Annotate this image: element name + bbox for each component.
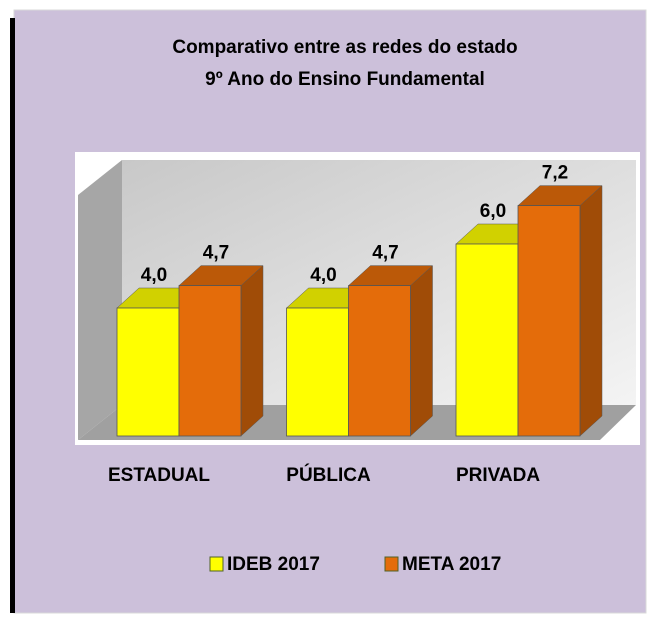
chart-subtitle: 9º Ano do Ensino Fundamental [205, 69, 485, 90]
bar [517, 205, 581, 437]
chart-title: Comparativo entre as redes do estado [172, 37, 517, 58]
bar [348, 285, 411, 437]
side-wall [78, 160, 122, 440]
bar-side [579, 185, 603, 437]
bar-side [410, 265, 433, 437]
x-tick-label: ESTADUAL [108, 465, 210, 486]
x-tick-label: PÚBLICA [286, 464, 371, 486]
data-label: 4,7 [203, 243, 229, 264]
x-tick-label: PRIVADA [456, 465, 540, 486]
data-label: 7,2 [542, 163, 568, 184]
legend-swatch [209, 556, 224, 572]
data-label: 4,0 [310, 265, 336, 286]
bar [455, 243, 519, 437]
left-edge [10, 18, 15, 613]
legend-swatch [384, 556, 399, 572]
data-label: 4,7 [372, 243, 398, 264]
bar [286, 307, 349, 437]
legend-label: IDEB 2017 [227, 554, 320, 575]
data-label: 4,0 [141, 265, 167, 286]
bar [178, 285, 242, 437]
bar [116, 307, 180, 437]
bar-side [240, 265, 264, 437]
legend-label: META 2017 [402, 554, 501, 575]
data-label: 6,0 [480, 201, 506, 222]
